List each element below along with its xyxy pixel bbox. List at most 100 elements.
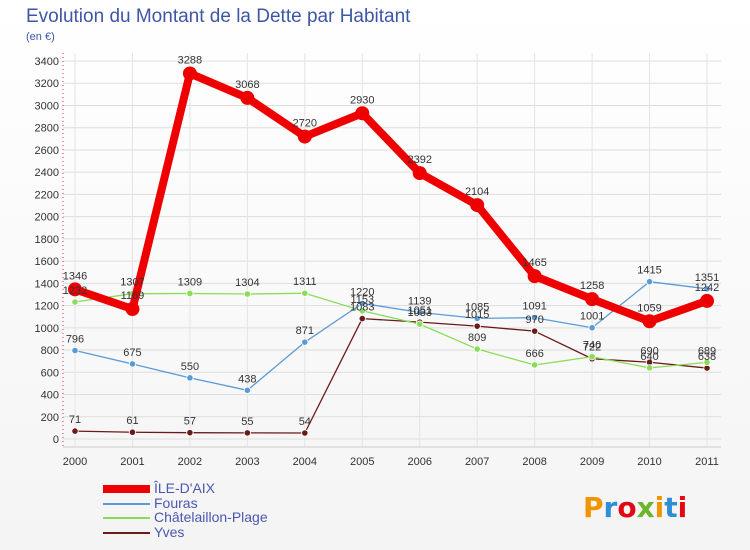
y-tick-label: 3200 bbox=[35, 78, 59, 90]
data-label: 675 bbox=[123, 347, 141, 359]
legend-label: Yves bbox=[154, 524, 184, 540]
data-point bbox=[416, 308, 424, 316]
data-label: 438 bbox=[238, 373, 256, 385]
data-label: 1001 bbox=[580, 311, 604, 323]
data-point bbox=[703, 358, 711, 366]
y-tick-label: 400 bbox=[41, 390, 59, 402]
data-point bbox=[588, 353, 596, 361]
data-label: 1085 bbox=[465, 301, 489, 313]
y-tick-label: 1000 bbox=[35, 323, 59, 335]
x-tick-label: 2008 bbox=[522, 456, 546, 468]
brand-letter: t bbox=[664, 491, 677, 524]
data-label: 1091 bbox=[522, 301, 546, 313]
x-tick-label: 2004 bbox=[293, 456, 317, 468]
data-point bbox=[585, 292, 600, 307]
data-label: 1311 bbox=[293, 276, 317, 288]
data-point bbox=[128, 360, 137, 368]
data-point bbox=[186, 289, 194, 298]
y-tick-label: 3400 bbox=[35, 56, 59, 68]
data-point bbox=[71, 346, 79, 355]
brand-letter: P bbox=[583, 491, 604, 524]
y-tick-label: 1600 bbox=[35, 256, 59, 268]
data-label: 796 bbox=[66, 334, 84, 346]
data-point bbox=[128, 428, 137, 436]
data-label: 809 bbox=[468, 332, 486, 344]
data-point bbox=[531, 327, 539, 335]
data-point bbox=[301, 429, 309, 437]
y-tick-label: 2400 bbox=[35, 167, 59, 179]
data-point bbox=[243, 429, 251, 437]
chart-title: Evolution du Montant de la Dette par Hab… bbox=[26, 6, 411, 27]
x-tick-label: 2010 bbox=[637, 456, 661, 468]
data-point bbox=[301, 338, 309, 346]
y-tick-label: 0 bbox=[53, 434, 59, 446]
x-tick-label: 2009 bbox=[580, 456, 604, 468]
data-label: 1351 bbox=[695, 272, 719, 284]
data-point bbox=[703, 285, 711, 293]
x-tick-label: 2000 bbox=[63, 456, 87, 468]
data-label: 55 bbox=[241, 416, 253, 428]
data-label: 1139 bbox=[408, 295, 432, 307]
data-label: 722 bbox=[583, 342, 601, 354]
data-label: 61 bbox=[126, 415, 138, 427]
brand-letter: i bbox=[655, 491, 665, 524]
data-point bbox=[358, 307, 366, 315]
data-point bbox=[527, 269, 542, 284]
brand-letter: r bbox=[604, 491, 618, 524]
data-point bbox=[355, 106, 370, 121]
series-line-1 bbox=[74, 281, 708, 391]
brand-letter: i bbox=[678, 491, 688, 524]
y-tick-label: 2000 bbox=[35, 212, 59, 224]
data-point bbox=[125, 302, 140, 317]
legend-label: Châtelaillon-Plage bbox=[154, 509, 268, 525]
data-label: 689 bbox=[698, 345, 716, 357]
data-point bbox=[642, 314, 657, 329]
data-point bbox=[473, 345, 481, 353]
data-label: 1033 bbox=[407, 307, 431, 319]
y-tick-label: 800 bbox=[41, 345, 59, 357]
data-label: 54 bbox=[299, 416, 311, 428]
brand-letter: o bbox=[617, 491, 636, 524]
data-point bbox=[531, 314, 539, 322]
data-label: 71 bbox=[69, 414, 81, 426]
y-tick-label: 2200 bbox=[35, 189, 59, 201]
data-label: 1059 bbox=[637, 302, 661, 314]
brand-logo: Proxiti bbox=[583, 491, 687, 524]
data-label: 1346 bbox=[63, 270, 87, 282]
brand-letter: x bbox=[637, 491, 655, 524]
y-tick-label: 2600 bbox=[35, 145, 59, 157]
data-label: 1242 bbox=[695, 282, 719, 294]
data-point bbox=[71, 298, 79, 306]
data-point bbox=[240, 90, 255, 105]
data-label: 3068 bbox=[235, 79, 259, 91]
data-point bbox=[470, 198, 485, 213]
data-point bbox=[412, 166, 427, 181]
data-point bbox=[588, 324, 596, 332]
data-point bbox=[416, 320, 424, 328]
data-label: 1083 bbox=[350, 302, 374, 314]
legend-label: Fouras bbox=[154, 495, 198, 511]
data-label: 1051 bbox=[407, 305, 431, 317]
x-tick-label: 2001 bbox=[120, 456, 144, 468]
data-label: 1232 bbox=[63, 285, 87, 297]
data-point bbox=[473, 322, 481, 330]
data-label: 690 bbox=[640, 345, 658, 357]
y-tick-label: 3000 bbox=[35, 100, 59, 112]
data-label: 1465 bbox=[522, 257, 546, 269]
data-label: 638 bbox=[698, 351, 716, 363]
y-tick-label: 1200 bbox=[35, 301, 59, 313]
data-label: 550 bbox=[181, 361, 199, 373]
data-labels: 71 61 57 55 54 1083 1051 1015 970 722 690 638 1232 13… bbox=[63, 54, 719, 428]
data-point bbox=[358, 299, 366, 307]
data-point bbox=[358, 314, 366, 323]
series-line-2 bbox=[74, 292, 708, 369]
data-point bbox=[68, 282, 82, 297]
x-tick-label: 2003 bbox=[235, 456, 259, 468]
chart-subtitle: (en €) bbox=[26, 31, 55, 43]
data-label: 1169 bbox=[121, 290, 145, 302]
data-label: 1415 bbox=[637, 265, 661, 277]
y-tick-label: 600 bbox=[41, 367, 59, 379]
data-label: 2104 bbox=[465, 186, 489, 198]
data-point bbox=[71, 427, 79, 435]
